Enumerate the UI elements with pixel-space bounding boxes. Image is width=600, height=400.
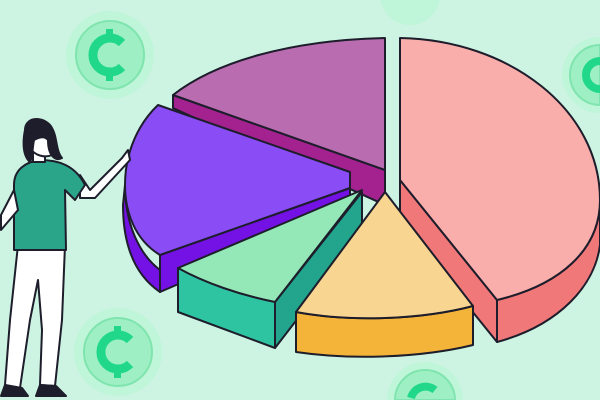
person-figure (0, 118, 131, 397)
pie-slice-pink (399, 37, 600, 343)
coin-icon (387, 362, 463, 400)
coin-icon (380, 0, 440, 26)
coin-icon (74, 308, 162, 396)
pie-slice-green (177, 189, 363, 349)
pie-slice-yellow (295, 191, 474, 358)
coin-icon (66, 11, 154, 99)
coin-icon (562, 37, 600, 113)
